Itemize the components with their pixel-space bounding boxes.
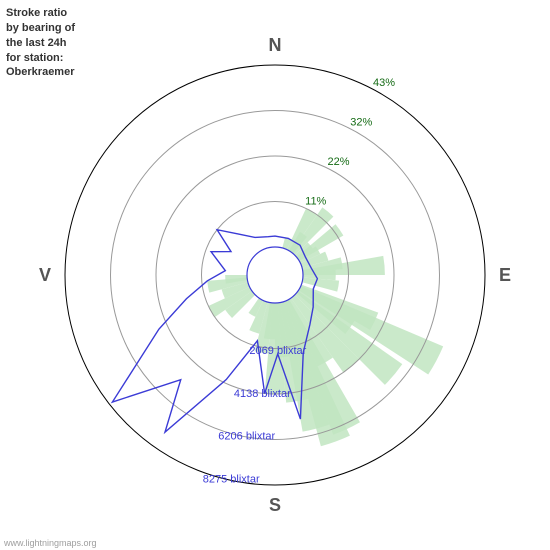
hub-circle [247, 247, 303, 303]
blixtar-label: 6206 blixtar [218, 431, 275, 443]
hub-layer [247, 247, 303, 303]
percent-label: 11% [305, 195, 326, 207]
blixtar-label: 8275 blixtar [203, 473, 260, 485]
percent-label: 32% [350, 117, 372, 129]
polar-chart: N E S V 11% 22% 32% 43% 2069 blixtar 4138 blixtar… [0, 0, 550, 550]
cardinal-E: E [499, 265, 511, 285]
blixtar-label: 4138 blixtar [234, 388, 291, 400]
bars-layer [207, 207, 443, 446]
cardinal-W: V [39, 265, 51, 285]
blixtar-label: 2069 blixtar [249, 345, 306, 357]
percent-label: 22% [327, 156, 349, 168]
cardinal-N: N [269, 35, 282, 55]
cardinal-S: S [269, 495, 281, 515]
footer-credit: www.lightningmaps.org [4, 538, 97, 548]
percent-label: 43% [373, 77, 395, 89]
